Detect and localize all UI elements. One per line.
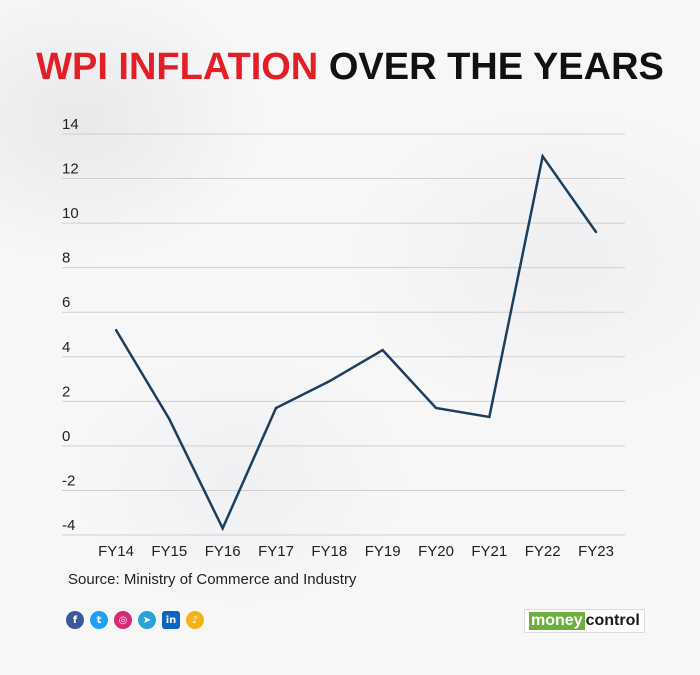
series xyxy=(114,153,598,532)
gridlines xyxy=(62,133,625,536)
data-point xyxy=(274,406,278,410)
data-point xyxy=(381,348,384,352)
y-tick-label: 10 xyxy=(62,205,79,222)
data-point xyxy=(488,415,491,419)
source-note: Source: Ministry of Commerce and Industr… xyxy=(68,571,357,588)
y-tick-label: -2 xyxy=(62,472,75,489)
twitter-icon[interactable]: t xyxy=(90,611,108,629)
y-tick-label: 2 xyxy=(62,383,70,400)
y-tick-label: 4 xyxy=(62,339,70,356)
x-tick-label: FY15 xyxy=(151,543,187,560)
data-point xyxy=(594,230,598,234)
y-tick-label: 12 xyxy=(62,161,79,178)
facebook-icon[interactable]: f xyxy=(66,611,84,629)
y-tick-label: 8 xyxy=(62,250,70,267)
x-tick-label: FY20 xyxy=(418,543,454,560)
x-tick-label: FY17 xyxy=(258,543,294,560)
y-tick-label: -4 xyxy=(62,517,75,534)
data-point xyxy=(114,328,118,332)
x-tick-label: FY14 xyxy=(98,543,134,560)
series-line xyxy=(114,153,598,532)
data-point xyxy=(434,406,438,410)
y-axis: 14 12 10 8 6 4 2 0 -2 -4 xyxy=(62,116,79,534)
brand-logo-part1: money xyxy=(529,612,585,630)
linkedin-icon[interactable]: in xyxy=(162,611,180,629)
podcast-icon[interactable]: ♪ xyxy=(186,611,204,629)
x-tick-label: FY18 xyxy=(311,543,347,560)
y-tick-label: 14 xyxy=(62,116,79,133)
instagram-icon[interactable]: ◎ xyxy=(114,611,132,629)
data-point xyxy=(541,155,544,158)
x-axis: FY14 FY15 FY16 FY17 FY18 FY19 FY20 FY21 FY22 FY23 xyxy=(98,543,614,560)
x-tick-label: FY21 xyxy=(471,543,507,560)
data-point xyxy=(328,380,331,383)
chart-title: WPI INFLATION OVER THE YEARS xyxy=(0,44,700,90)
data-point xyxy=(168,417,171,421)
data-point xyxy=(221,527,224,530)
title-rest: OVER THE YEARS xyxy=(328,46,664,88)
brand-logo: money control xyxy=(524,609,645,633)
x-tick-label: FY23 xyxy=(578,543,614,560)
telegram-icon[interactable]: ➤ xyxy=(138,611,156,629)
x-tick-label: FY16 xyxy=(205,543,241,560)
y-tick-label: 6 xyxy=(62,294,70,311)
title-highlight: WPI INFLATION xyxy=(36,46,319,88)
x-tick-label: FY19 xyxy=(365,543,401,560)
social-links: f t ◎ ➤ in ♪ xyxy=(66,611,204,629)
x-tick-label: FY22 xyxy=(525,543,561,560)
y-tick-label: 0 xyxy=(62,428,70,445)
brand-logo-part2: control xyxy=(585,612,640,629)
